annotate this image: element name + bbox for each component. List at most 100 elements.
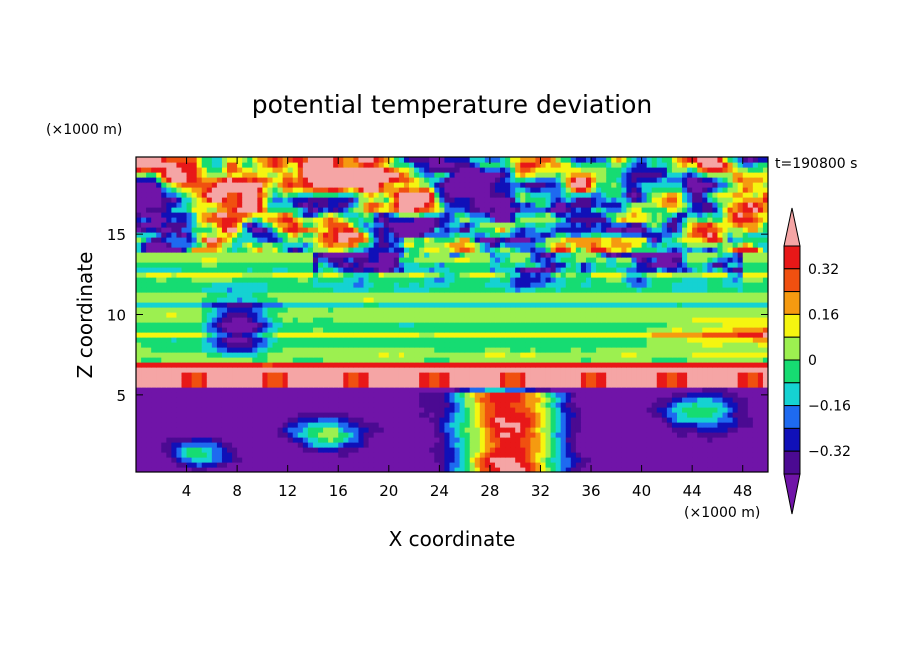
heatmap-cell bbox=[166, 417, 172, 423]
heatmap-cell bbox=[459, 347, 466, 353]
heatmap-cell bbox=[474, 462, 481, 468]
heatmap-cell bbox=[409, 422, 415, 428]
heatmap-cell bbox=[515, 327, 521, 333]
heatmap-cell bbox=[560, 362, 567, 368]
heatmap-cell bbox=[494, 432, 501, 438]
heatmap-cell bbox=[757, 432, 764, 438]
heatmap-cell bbox=[201, 442, 208, 448]
heatmap-cell bbox=[358, 432, 365, 438]
heatmap-cell bbox=[732, 307, 739, 313]
heatmap-cell bbox=[661, 342, 668, 348]
heatmap-cell bbox=[454, 272, 461, 278]
heatmap-cell bbox=[333, 462, 339, 468]
heatmap-cell bbox=[687, 372, 693, 378]
heatmap-cell bbox=[262, 417, 269, 423]
heatmap-cell bbox=[156, 437, 162, 443]
heatmap-cell bbox=[136, 467, 142, 472]
heatmap-cell bbox=[373, 402, 380, 408]
heatmap-cell bbox=[747, 292, 754, 298]
heatmap-cell bbox=[555, 432, 562, 438]
heatmap-cell bbox=[500, 357, 506, 363]
heatmap-cell bbox=[505, 457, 511, 463]
heatmap-cell bbox=[424, 357, 430, 363]
heatmap-cell bbox=[307, 302, 314, 308]
heatmap-cell bbox=[722, 302, 729, 308]
heatmap-cell bbox=[762, 437, 768, 443]
heatmap-cell bbox=[641, 427, 648, 433]
heatmap-cell bbox=[722, 347, 729, 353]
heatmap-cell bbox=[333, 452, 339, 458]
heatmap-cell bbox=[252, 387, 258, 393]
heatmap-cell bbox=[469, 342, 476, 348]
heatmap-cell bbox=[136, 447, 142, 453]
heatmap-cell bbox=[409, 352, 415, 358]
heatmap-cell bbox=[424, 272, 430, 278]
heatmap-cell bbox=[141, 327, 147, 333]
heatmap-cell bbox=[747, 337, 754, 343]
heatmap-cell bbox=[591, 332, 597, 338]
heatmap-cell bbox=[146, 372, 152, 378]
heatmap-cell bbox=[242, 347, 248, 353]
heatmap-cell bbox=[151, 292, 157, 298]
heatmap-cell bbox=[206, 442, 213, 448]
heatmap-cell bbox=[136, 287, 142, 293]
heatmap-cell bbox=[439, 392, 446, 398]
heatmap-cell bbox=[464, 317, 471, 323]
heatmap-cell bbox=[206, 317, 213, 323]
heatmap-cell bbox=[656, 312, 663, 318]
heatmap-cell bbox=[429, 377, 435, 383]
heatmap-cell bbox=[742, 367, 749, 373]
heatmap-cell bbox=[616, 357, 622, 363]
heatmap-cell bbox=[484, 357, 491, 363]
heatmap-cell bbox=[687, 392, 693, 398]
heatmap-cell bbox=[702, 367, 708, 373]
heatmap-cell bbox=[702, 422, 708, 428]
heatmap-cell bbox=[671, 422, 678, 428]
heatmap-cell bbox=[196, 332, 203, 338]
heatmap-cell bbox=[307, 287, 314, 293]
heatmap-cell bbox=[692, 352, 698, 358]
heatmap-cell bbox=[343, 382, 349, 388]
heatmap-cell bbox=[697, 307, 703, 313]
heatmap-cell bbox=[459, 452, 466, 458]
heatmap-cell bbox=[323, 362, 329, 368]
heatmap-cell bbox=[302, 347, 309, 353]
heatmap-cell bbox=[661, 322, 668, 328]
heatmap-cell bbox=[606, 352, 612, 358]
heatmap-cell bbox=[666, 357, 673, 363]
heatmap-cell bbox=[752, 387, 759, 393]
heatmap-cell bbox=[545, 372, 552, 378]
heatmap-cell bbox=[545, 412, 552, 418]
heatmap-cell bbox=[136, 297, 142, 303]
heatmap-cell bbox=[661, 277, 668, 283]
heatmap-cell bbox=[692, 357, 698, 363]
heatmap-cell bbox=[227, 372, 233, 378]
heatmap-cell bbox=[555, 272, 562, 278]
heatmap-cell bbox=[656, 297, 663, 303]
heatmap-cell bbox=[363, 297, 370, 303]
heatmap-cell bbox=[146, 312, 152, 318]
heatmap-cell bbox=[171, 357, 178, 363]
heatmap-cell bbox=[201, 392, 208, 398]
heatmap-cell bbox=[348, 437, 355, 443]
heatmap-cell bbox=[227, 387, 233, 393]
heatmap-cell bbox=[257, 307, 263, 313]
heatmap-cell bbox=[697, 282, 703, 288]
heatmap-cell bbox=[141, 307, 147, 313]
heatmap-cell bbox=[383, 307, 390, 313]
heatmap-cell bbox=[646, 272, 653, 278]
heatmap-cell bbox=[141, 462, 147, 468]
heatmap-cell bbox=[565, 317, 572, 323]
heatmap-cell bbox=[692, 392, 698, 398]
heatmap-cell bbox=[530, 282, 537, 288]
heatmap-cell bbox=[585, 352, 592, 358]
heatmap-cell bbox=[211, 397, 218, 403]
heatmap-cell bbox=[343, 332, 349, 338]
heatmap-cell bbox=[146, 332, 152, 338]
heatmap-cell bbox=[393, 282, 400, 288]
heatmap-cell bbox=[398, 327, 405, 333]
heatmap-cell bbox=[318, 362, 324, 368]
heatmap-cell bbox=[631, 417, 638, 423]
heatmap-cell bbox=[206, 352, 213, 358]
heatmap-cell bbox=[206, 332, 213, 338]
